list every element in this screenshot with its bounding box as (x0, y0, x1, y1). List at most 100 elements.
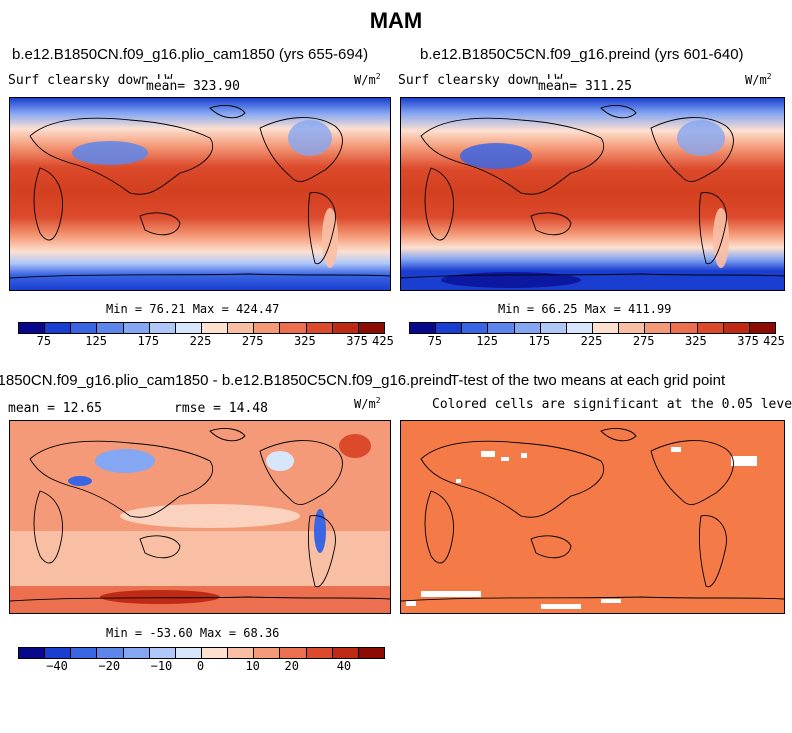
colorbar-swatch (45, 323, 72, 333)
colorbar-tick-label: 175 (528, 334, 551, 348)
colorbar-swatch (228, 648, 255, 658)
colorbar-tick-label: 375 (737, 334, 759, 348)
colorbar-tick-label: 75 (427, 334, 443, 348)
top-right-panel-title: b.e12.B1850C5CN.f09_g16.preind (yrs 601-… (420, 46, 744, 63)
bottom-right-field (401, 421, 784, 613)
insignificant-cell (601, 599, 621, 603)
colorbar-swatch (280, 648, 307, 658)
colorbar-swatch (436, 323, 463, 333)
colorbar-swatch (592, 323, 620, 333)
bottom-left-rmse-label: rmse = 14.48 (174, 401, 268, 416)
colorbar-swatch (201, 323, 229, 333)
colorbar-swatch (358, 648, 384, 658)
bottom-right-coastlines (401, 428, 784, 602)
top-right-map-svg (401, 98, 784, 290)
colorbar-swatch (45, 648, 72, 658)
bottom-left-panel-title: b.e12.B1850CN.f09_g16.plio_cam1850 - b.e… (0, 372, 452, 389)
colorbar-swatch (514, 323, 541, 333)
bottom-left-tibet-cold (95, 449, 155, 473)
colorbar-swatch (175, 323, 202, 333)
top-right-minmax: Min = 66.25 Max = 411.99 (498, 302, 672, 316)
bottom-right-panel-title: T-test of the two means at each grid poi… (450, 372, 726, 389)
colorbar-tick-label: 125 (85, 334, 107, 348)
bottom-right-insignificant-cells (406, 447, 757, 609)
top-left-units: W/m2 (354, 72, 381, 87)
colorbar-tick-label: 275 (632, 334, 655, 348)
colorbar-swatch (332, 648, 359, 658)
figure-title: MAM (369, 8, 423, 33)
colorbar-tick-label: 40 (336, 659, 352, 673)
colorbar-swatch (619, 323, 646, 333)
colorbar-swatch (19, 648, 46, 658)
insignificant-cell (406, 601, 416, 606)
colorbar-tick-label: 375 (346, 334, 368, 348)
colorbar-swatch (201, 648, 229, 658)
colorbar-swatch (410, 323, 437, 333)
bottom-left-coastlines (10, 428, 390, 602)
bottom-left-andes-cold (314, 509, 326, 553)
top-left-map (9, 97, 391, 291)
bottom-left-units-base: W/m (354, 397, 376, 411)
insignificant-cell (456, 479, 461, 483)
insignificant-cell (541, 604, 581, 609)
top-left-mean-label: mean= 323.90 (146, 79, 240, 94)
colorbar-swatch (228, 323, 255, 333)
colorbar-tick-label: 175 (137, 334, 160, 348)
colorbar-swatch (149, 323, 176, 333)
top-left-panel-title: b.e12.B1850CN.f09_g16.plio_cam1850 (yrs … (12, 46, 369, 63)
top-right-north-america-cold (677, 120, 725, 156)
top-right-colorbar (409, 322, 776, 334)
bottom-left-mean-label: mean = 12.65 (8, 401, 102, 416)
top-left-units-base: W/m (354, 73, 376, 87)
colorbar-swatch (462, 323, 489, 333)
bottom-right-map-svg (401, 421, 784, 613)
insignificant-cell (421, 591, 481, 597)
top-left-units-exp: 2 (375, 72, 381, 81)
colorbar-swatch (280, 323, 307, 333)
colorbar-tick-label: 225 (189, 334, 212, 348)
colorbar-tick-label: −40 (46, 659, 68, 673)
insignificant-cell (481, 451, 495, 457)
colorbar-swatch (71, 323, 98, 333)
colorbar-tick-label: 20 (284, 659, 299, 673)
top-left-minmax: Min = 76.21 Max = 424.47 (106, 302, 280, 316)
bottom-left-panel-title-text: b.e12.B1850CN.f09_g16.plio_cam1850 - b.e… (0, 372, 452, 389)
bottom-left-colorbar-labels: −40 −20 −10 0 10 20 40 (18, 659, 383, 673)
colorbar-tick-label: 10 (245, 659, 260, 673)
colorbar-swatch (19, 323, 46, 333)
colorbar-swatch (149, 648, 176, 658)
colorbar-swatch (97, 648, 124, 658)
colorbar-tick-label: 325 (685, 334, 707, 348)
colorbar-swatch (97, 323, 124, 333)
bottom-left-colorbar (18, 647, 385, 659)
insignificant-cell (731, 456, 757, 466)
colorbar-tick-label: 275 (241, 334, 264, 348)
top-left-map-svg (10, 98, 390, 290)
colorbar-tick-label: 125 (476, 334, 498, 348)
bottom-left-units: W/m2 (354, 396, 381, 411)
colorbar-swatch (306, 648, 333, 658)
bottom-left-map (9, 420, 391, 614)
top-left-colorbar (18, 322, 385, 334)
bottom-left-antarctic-max (100, 590, 220, 604)
top-left-tibet-anomaly (72, 141, 148, 165)
top-right-antarctic-cold (441, 272, 581, 288)
colorbar-swatch (540, 323, 567, 333)
colorbar-swatch (71, 648, 98, 658)
colorbar-swatch (123, 648, 150, 658)
colorbar-swatch (358, 323, 384, 333)
colorbar-swatch (306, 323, 333, 333)
bottom-left-units-exp: 2 (375, 396, 381, 405)
colorbar-swatch (332, 323, 359, 333)
colorbar-swatch (123, 323, 150, 333)
colorbar-swatch (566, 323, 593, 333)
bottom-right-subtitle: Colored cells are significant at the 0.0… (432, 397, 792, 412)
insignificant-cell (671, 447, 681, 452)
top-left-north-america-cold (288, 120, 332, 156)
colorbar-swatch (175, 648, 202, 658)
top-right-colorbar-labels: 75 125 175 225 275 325 375 425 (409, 334, 785, 348)
colorbar-tick-label: 0 (196, 659, 205, 673)
top-right-map (400, 97, 785, 291)
colorbar-swatch (254, 323, 281, 333)
bottom-right-map (400, 420, 785, 614)
